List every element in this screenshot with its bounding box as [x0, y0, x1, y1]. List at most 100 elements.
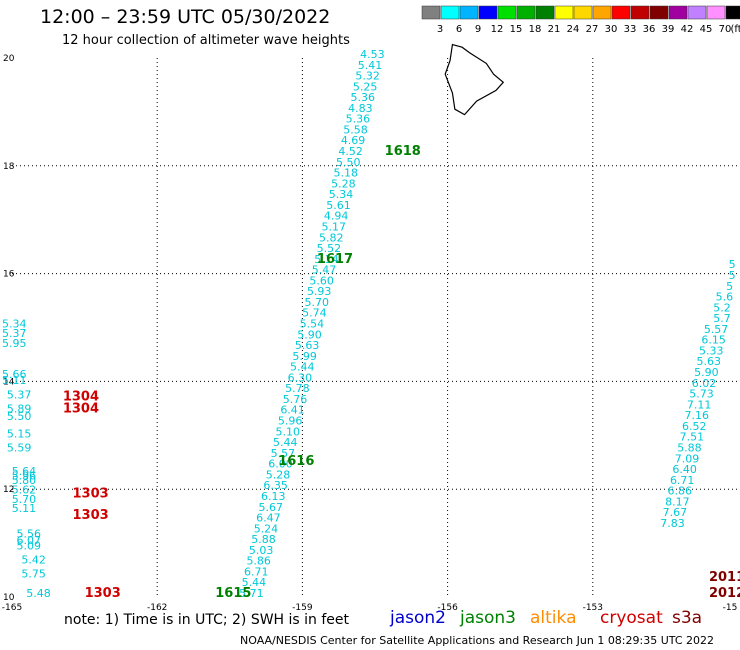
- y-tick-label: 16: [3, 270, 15, 280]
- wave-height-value: 5.99: [292, 350, 317, 363]
- colorbar-swatch: [611, 5, 631, 20]
- wave-height-value: 6.07: [17, 534, 42, 547]
- wave-height-value: 5.44: [273, 436, 298, 449]
- wave-height-value: 5.37: [2, 327, 27, 340]
- wave-height-value: 5.59: [7, 441, 32, 454]
- wave-height-value: 5.86: [246, 555, 271, 568]
- wave-height-value: 5.88: [251, 533, 276, 546]
- colorbar-label: 36: [643, 24, 656, 35]
- map-title: 12:00 – 23:59 UTC 05/30/2022: [40, 6, 331, 28]
- wave-height-value: 5.24: [254, 522, 279, 535]
- colorbar-swatch: [459, 5, 479, 20]
- y-tick-label: 10: [3, 593, 15, 603]
- wave-height-value: 5.41: [358, 59, 383, 72]
- wave-height-value: 4.53: [360, 48, 385, 61]
- colorbar-swatch: [535, 5, 555, 20]
- pass-number-label: 1303: [73, 508, 109, 523]
- wave-height-value: 5: [726, 280, 733, 293]
- wave-height-value: 5.52: [317, 242, 342, 255]
- wave-height-value: 5.7: [713, 312, 731, 325]
- wave-height-value: 5.47: [312, 264, 337, 277]
- wave-height-value: 5.36: [351, 91, 376, 104]
- wave-height-value: 6.15: [701, 334, 726, 347]
- colorbar-label: 6: [456, 24, 462, 35]
- colorbar-swatch: [516, 5, 536, 20]
- wave-height-value: 7.09: [675, 452, 700, 465]
- wave-height-value: 5.70: [12, 493, 37, 506]
- pass-number-label: 1303: [85, 586, 121, 601]
- wave-height-value: 5.11: [12, 502, 37, 515]
- wave-height-value: 7.83: [660, 517, 685, 530]
- wave-height-value: 6.13: [261, 490, 286, 503]
- wave-height-value: 5.61: [326, 199, 351, 212]
- wave-height-value: 5.57: [271, 447, 296, 460]
- colorbar-label: 45: [700, 24, 713, 35]
- mission-s3a: s3a: [672, 608, 703, 628]
- wave-height-value: 5.82: [319, 231, 344, 244]
- wave-height-value: 6.30: [288, 371, 313, 384]
- colorbar-swatch: [440, 5, 460, 20]
- colorbar-label: 27: [586, 24, 599, 35]
- coastline-outline: [444, 43, 505, 116]
- wave-height-value: 5.93: [307, 285, 332, 298]
- wave-height-value: 5.34: [2, 318, 27, 331]
- colorbar-swatch: [497, 5, 517, 20]
- y-tick-label: 18: [3, 162, 15, 172]
- wave-height-value: 5.28: [266, 468, 291, 481]
- colorbar-label: 33: [624, 24, 637, 35]
- wave-height-value: 5.25: [353, 80, 378, 93]
- pass-number-label: 1618: [385, 144, 421, 159]
- wave-height-value: 5.2: [713, 301, 731, 314]
- colorbar-label: 3: [437, 24, 443, 35]
- colorbar-swatch: [668, 5, 688, 20]
- wave-height-value: 5.50: [7, 410, 32, 423]
- colorbar-swatch: [706, 5, 726, 20]
- wave-height-value: 5.88: [677, 441, 702, 454]
- wave-height-value: 5.18: [334, 167, 359, 180]
- colorbar-label: 12: [491, 24, 504, 35]
- wave-height-value: 4.94: [324, 210, 349, 223]
- wave-height-value: 6.47: [256, 512, 281, 525]
- colorbar-swatch: [687, 5, 707, 20]
- wave-height-value: 5.56: [17, 528, 42, 541]
- wave-height-value: 5.96: [278, 415, 303, 428]
- wave-height-value: 5.44: [290, 361, 315, 374]
- colorbar-label: 39: [662, 24, 675, 35]
- wave-height-value: 5.32: [355, 70, 380, 83]
- y-tick-label: 14: [3, 377, 15, 387]
- wave-height-value: 5.64: [12, 465, 37, 478]
- pass-number-label: 2011: [709, 570, 740, 585]
- wave-height-value: 5.44: [242, 576, 267, 589]
- colorbar-swatch: [649, 5, 669, 20]
- map-subtitle: 12 hour collection of altimeter wave hei…: [62, 33, 350, 48]
- wave-height-value: 7.51: [680, 431, 705, 444]
- x-tick-label: -159: [292, 603, 313, 613]
- colorbar-label: 21: [548, 24, 561, 35]
- colorbar-label: 70: [719, 24, 732, 35]
- colorbar-label: 42: [681, 24, 694, 35]
- footer-credit: NOAA/NESDIS Center for Satellite Applica…: [240, 634, 715, 647]
- wave-height-value: 5.54: [300, 318, 325, 331]
- colorbar-swatch: [478, 5, 498, 20]
- wave-height-value: 5: [729, 269, 736, 282]
- x-tick-label: -153: [583, 603, 603, 613]
- wave-height-value: 5.28: [331, 177, 356, 190]
- wave-height-value: 5.50: [336, 156, 361, 169]
- wave-height-value: 5.33: [699, 344, 724, 357]
- wave-height-value: 5.74: [302, 307, 327, 320]
- wave-height-value: 5.63: [295, 339, 320, 352]
- wave-height-value: 5: [729, 258, 736, 271]
- wave-height-value: 5.03: [249, 544, 274, 557]
- pass-number-label: 1303: [73, 486, 109, 501]
- wave-height-value: 6.40: [672, 463, 697, 476]
- colorbar-label: 24: [567, 24, 580, 35]
- x-tick-label: -165: [2, 603, 22, 613]
- colorbar-swatch: [421, 5, 441, 20]
- wave-height-value: 5.67: [259, 501, 284, 514]
- wave-height-value: 5.09: [17, 540, 42, 553]
- wave-height-value: 4.83: [348, 102, 373, 115]
- wave-height-value: 5.70: [305, 296, 330, 309]
